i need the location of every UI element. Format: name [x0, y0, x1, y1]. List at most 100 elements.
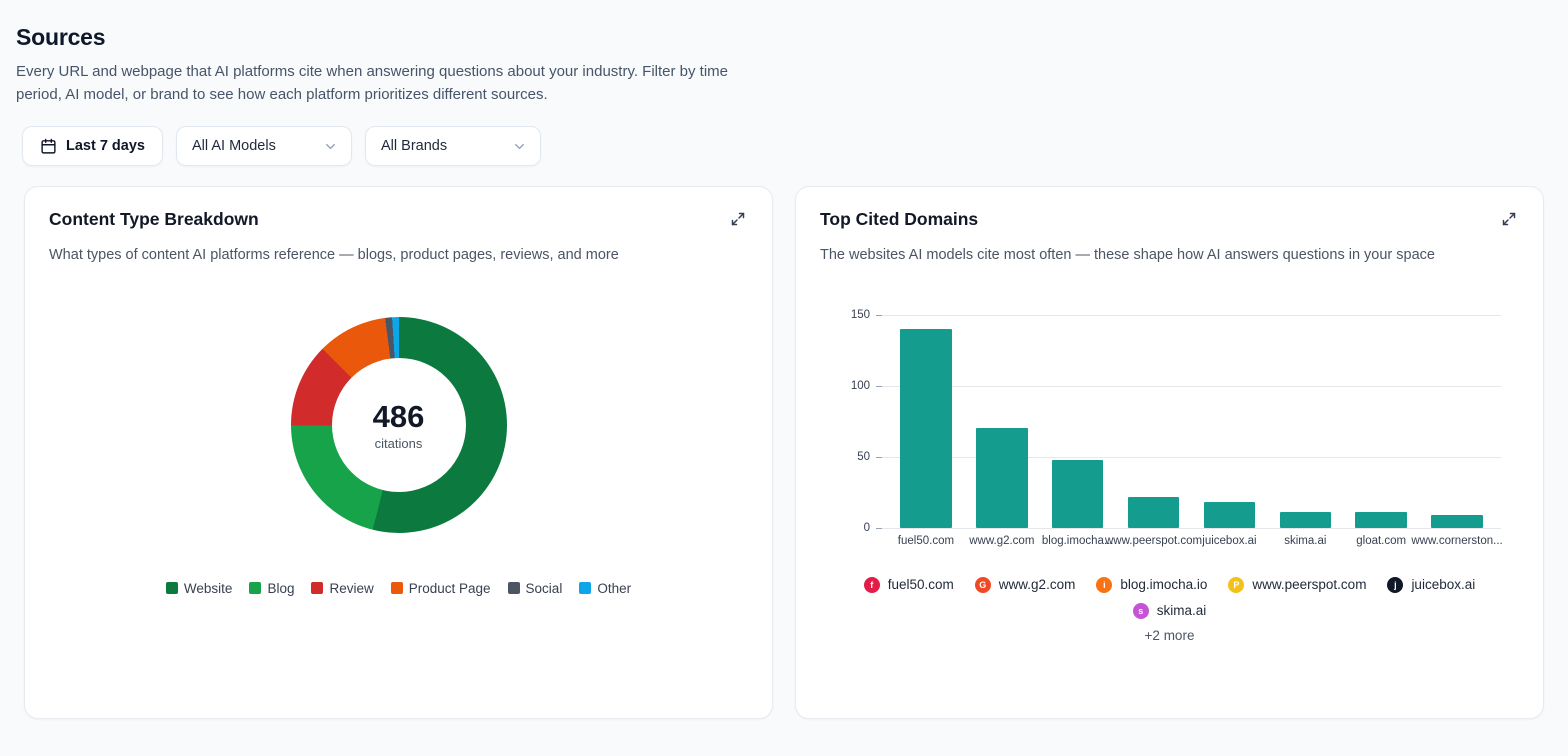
x-axis-label-column: www.cornerston... [1411, 535, 1502, 547]
domain-chip[interactable]: j juicebox.ai [1387, 576, 1476, 593]
skima-favicon-icon: s [1132, 602, 1149, 619]
legend-label: Other [597, 580, 632, 596]
more-domains-link[interactable]: +2 more [1144, 627, 1195, 643]
domain-chip-label: juicebox.ai [1411, 577, 1476, 593]
citations-total-label: citations [374, 435, 423, 451]
x-axis-label-column: www.g2.com [964, 535, 1040, 547]
card-title: Top Cited Domains [820, 209, 979, 229]
legend-item[interactable]: Other [579, 581, 631, 596]
bar-column [1267, 315, 1343, 528]
x-axis-label-column: blog.imocha... [1040, 535, 1116, 547]
bar[interactable] [1203, 502, 1256, 528]
bar-column [1419, 315, 1495, 528]
bar[interactable] [976, 428, 1028, 528]
chevron-down-icon [323, 139, 338, 154]
y-axis-tick-label: 150 [850, 308, 870, 321]
brand-selected-value: All Brands [381, 138, 448, 154]
bar[interactable] [1431, 514, 1483, 528]
bar-chart: 0 50 100 150 fuel50.com www.g2.com blog.imoch… [820, 309, 1519, 547]
x-axis-tick-label: blog.imocha... [1041, 534, 1114, 547]
calendar-icon [40, 138, 57, 155]
bar-column [964, 315, 1040, 528]
fuel50-favicon-icon: f [863, 576, 880, 593]
x-axis-label-column: fuel50.com [888, 535, 964, 547]
y-axis-tick-label: 0 [863, 521, 870, 534]
citations-total: 486 [372, 398, 425, 434]
legend-item[interactable]: Product Page [390, 581, 491, 596]
domain-chip-label: blog.imocha.io [1120, 577, 1208, 593]
x-axis-label-column: gloat.com [1343, 535, 1419, 547]
legend-swatch [249, 582, 262, 595]
x-axis-tick-label: gloat.com [1356, 534, 1407, 547]
x-axis-tick-label: fuel50.com [897, 534, 955, 547]
donut-legend: Website Blog Review Product Page Social Other [49, 581, 748, 596]
gridline [882, 385, 1501, 387]
legend-item[interactable]: Social [507, 580, 563, 596]
legend-swatch [165, 582, 178, 595]
bar-series [882, 315, 1501, 528]
card-subtitle: The websites AI models cite most often —… [820, 247, 1435, 263]
legend-label: Website [183, 580, 233, 596]
y-axis-tick-label: 100 [850, 379, 870, 392]
expand-button[interactable] [1497, 207, 1521, 234]
bar-column [1343, 315, 1419, 528]
legend-swatch [579, 582, 592, 595]
bar-column [1040, 315, 1116, 528]
gridline [882, 527, 1501, 529]
bar-column [1192, 315, 1268, 528]
donut-chart[interactable]: 486 citations [290, 316, 507, 533]
expand-button[interactable] [726, 207, 750, 234]
gridline [882, 456, 1501, 458]
page-description: Every URL and webpage that AI platforms … [16, 63, 729, 103]
date-range-button[interactable]: Last 7 days [22, 126, 163, 166]
ai-model-selected-value: All AI Models [192, 138, 276, 154]
bar-xlabels: fuel50.com www.g2.com blog.imocha... www.pe… [882, 534, 1503, 547]
date-range-label: Last 7 days [66, 138, 145, 154]
x-axis-label-column: www.peerspot.com [1105, 535, 1202, 547]
x-axis-tick-label: skima.ai [1284, 534, 1327, 547]
bar-plot: 0 50 100 150 [851, 309, 1501, 534]
domain-chip[interactable]: s skima.ai [1132, 602, 1207, 619]
legend-item[interactable]: Blog [249, 581, 294, 596]
legend-item[interactable]: Review [311, 580, 374, 596]
legend-label: Social [525, 580, 563, 596]
juicebox-favicon-icon: j [1387, 576, 1404, 593]
imocha-favicon-icon: i [1096, 576, 1113, 593]
legend-label: Review [329, 580, 374, 596]
x-axis-label-column: skima.ai [1267, 535, 1343, 547]
g2-favicon-icon: G [974, 576, 991, 593]
domain-chip-label: www.g2.com [998, 577, 1076, 593]
cards-row: Content Type Breakdown What types of con… [16, 186, 1552, 719]
domain-chip-label: skima.ai [1156, 603, 1207, 619]
legend-item[interactable]: Website [165, 580, 233, 596]
domain-chip-label: www.peerspot.com [1252, 577, 1367, 593]
filter-bar: Last 7 days All AI Models All Brands [22, 126, 1552, 166]
brand-select[interactable]: All Brands [365, 126, 541, 166]
card-title: Content Type Breakdown [49, 209, 259, 229]
x-axis-tick-label: juicebox.ai [1202, 534, 1257, 547]
y-axis-tick-label: 50 [857, 450, 870, 463]
bar-column [1116, 315, 1192, 528]
sources-page: Sources Every URL and webpage that AI pl… [16, 24, 1552, 719]
peerspot-favicon-icon: P [1228, 576, 1245, 593]
domain-chip[interactable]: f fuel50.com [863, 576, 954, 593]
domain-chip[interactable]: i blog.imocha.io [1096, 576, 1208, 593]
gridline [882, 314, 1501, 316]
bar[interactable] [1127, 496, 1180, 528]
donut-chart-wrap: 486 citations [49, 316, 748, 533]
bar[interactable] [900, 328, 952, 528]
x-axis-tick-label: www.g2.com [969, 534, 1035, 547]
bar[interactable] [1279, 512, 1332, 528]
ai-model-select[interactable]: All AI Models [176, 126, 352, 166]
expand-icon [1501, 211, 1517, 227]
legend-swatch [507, 582, 520, 595]
bar[interactable] [1355, 512, 1407, 528]
x-axis-tick-label: www.cornerston... [1411, 534, 1503, 547]
axis-tick [876, 314, 882, 316]
page-title: Sources [16, 24, 106, 50]
axis-tick [876, 385, 882, 387]
bar[interactable] [1051, 459, 1104, 528]
